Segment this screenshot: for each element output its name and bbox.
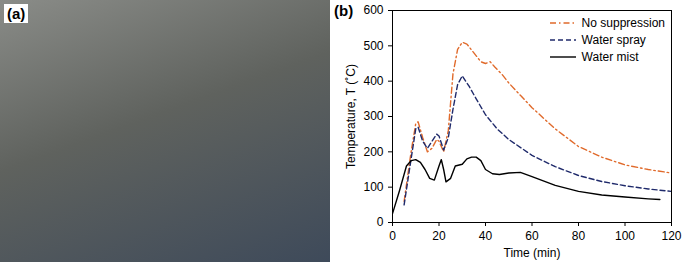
svg-text:300: 300	[363, 109, 383, 123]
html-text:(b): (b)	[334, 2, 354, 19]
html-text:Water spray: Water spray	[581, 32, 646, 47]
svg-text:200: 200	[363, 145, 383, 159]
svg-text:400: 400	[363, 74, 383, 88]
svg-text:0: 0	[389, 229, 396, 243]
svg-text:120: 120	[661, 229, 681, 243]
svg-text:60: 60	[525, 229, 539, 243]
svg-text:500: 500	[363, 39, 383, 53]
svg-text:40: 40	[479, 229, 493, 243]
svg-text:Temperature, T (˚C): Temperature, T (˚C)	[344, 64, 358, 169]
html-text:Water mist: Water mist	[581, 49, 639, 64]
html-text:No suppression: No suppression	[581, 15, 665, 30]
svg-text:600: 600	[363, 3, 383, 17]
svg-text:20: 20	[432, 229, 446, 243]
svg-text:Time (min): Time (min)	[504, 246, 561, 260]
html-text:(a): (a)	[7, 5, 26, 22]
svg-text:100: 100	[615, 229, 635, 243]
svg-text:0: 0	[377, 215, 384, 229]
svg-text:100: 100	[363, 180, 383, 194]
svg-text:80: 80	[572, 229, 586, 243]
